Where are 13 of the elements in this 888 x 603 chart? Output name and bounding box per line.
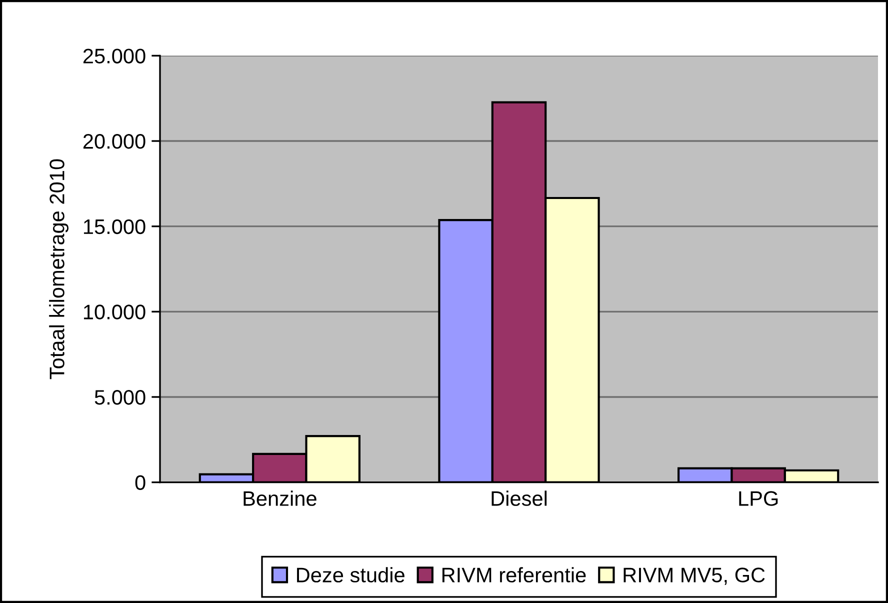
y-axis-title: Totaal kilometrage 2010 (49, 159, 69, 380)
x-tick-label: LPG (739, 491, 778, 506)
x-tick-label: Diesel (492, 490, 547, 506)
legend-label: RIVM referentie (442, 567, 586, 582)
y-tick-label: 10.000 (84, 304, 146, 320)
y-tick-label: 5.000 (94, 390, 146, 405)
y-tick-label: 0 (135, 475, 146, 490)
y-tick-label: 20.000 (83, 134, 146, 149)
x-tick-label: Benzine (244, 490, 316, 506)
y-tick-label: 25.000 (83, 48, 146, 64)
legend-label: RIVM MV5, GC (624, 568, 765, 585)
legend-label: Deze studie (297, 567, 404, 582)
y-tick-label: 15.000 (84, 219, 146, 234)
